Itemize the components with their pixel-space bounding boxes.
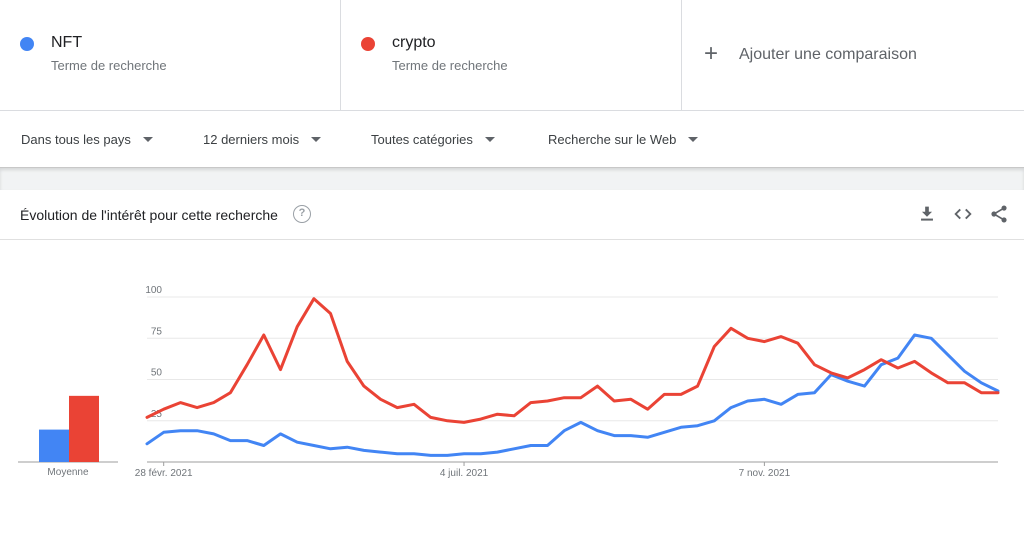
region-dropdown-label: Dans tous les pays [21, 132, 131, 147]
question-circle-icon[interactable]: ? [293, 205, 311, 223]
time-range-dropdown-label: 12 derniers mois [203, 132, 300, 147]
category-dropdown[interactable]: Toutes catégories [371, 132, 495, 147]
term-color-dot-nft [20, 37, 34, 51]
chart-card-title: Évolution de l'intérêt pour cette recher… [20, 207, 278, 223]
y-tick-label: 50 [151, 368, 163, 379]
y-tick-label: 100 [145, 285, 162, 296]
average-bar-nft [39, 429, 69, 462]
term-type-label: Terme de recherche [392, 58, 508, 73]
x-tick-label: 7 nov. 2021 [739, 468, 791, 479]
term-card-nft[interactable]: NFT Terme de recherche [0, 0, 341, 110]
average-label: Moyenne [47, 467, 89, 478]
time-range-dropdown[interactable]: 12 derniers mois [203, 132, 322, 147]
term-name[interactable]: crypto [392, 34, 436, 51]
caret-down-icon [484, 137, 495, 142]
series-line-crypto[interactable] [145, 297, 1000, 424]
share-icon[interactable] [988, 203, 1010, 225]
term-name[interactable]: NFT [51, 34, 83, 51]
plus-icon: + [704, 40, 719, 67]
x-tick-label: 28 févr. 2021 [135, 468, 193, 479]
term-color-dot-crypto [361, 37, 375, 51]
term-card-crypto[interactable]: crypto Terme de recherche [341, 0, 682, 110]
term-type-label: Terme de recherche [51, 58, 167, 73]
y-tick-label: 75 [151, 326, 163, 337]
average-bar-crypto [69, 395, 99, 462]
embed-code-icon[interactable] [952, 203, 974, 225]
download-icon[interactable] [916, 203, 938, 225]
add-comparison-button[interactable]: + Ajouter une comparaison [682, 0, 1024, 110]
section-separator [0, 168, 1024, 190]
search-type-dropdown[interactable]: Recherche sur le Web [548, 132, 699, 147]
region-dropdown[interactable]: Dans tous les pays [21, 132, 153, 147]
average-bars: Moyenne [18, 395, 118, 478]
series-line-nft[interactable] [145, 333, 1000, 457]
comparison-terms-bar: NFT Terme de recherche crypto Terme de r… [0, 0, 1024, 110]
caret-down-icon [311, 137, 322, 142]
caret-down-icon [142, 137, 153, 142]
x-tick-label: 4 juil. 2021 [440, 468, 489, 479]
caret-down-icon [688, 137, 699, 142]
add-comparison-label[interactable]: Ajouter une comparaison [739, 46, 917, 63]
chart-card-header: Évolution de l'intérêt pour cette recher… [0, 190, 1024, 240]
filter-bar: Dans tous les pays 12 derniers mois Tout… [0, 110, 1024, 168]
category-dropdown-label: Toutes catégories [371, 132, 473, 147]
search-type-dropdown-label: Recherche sur le Web [548, 132, 677, 147]
